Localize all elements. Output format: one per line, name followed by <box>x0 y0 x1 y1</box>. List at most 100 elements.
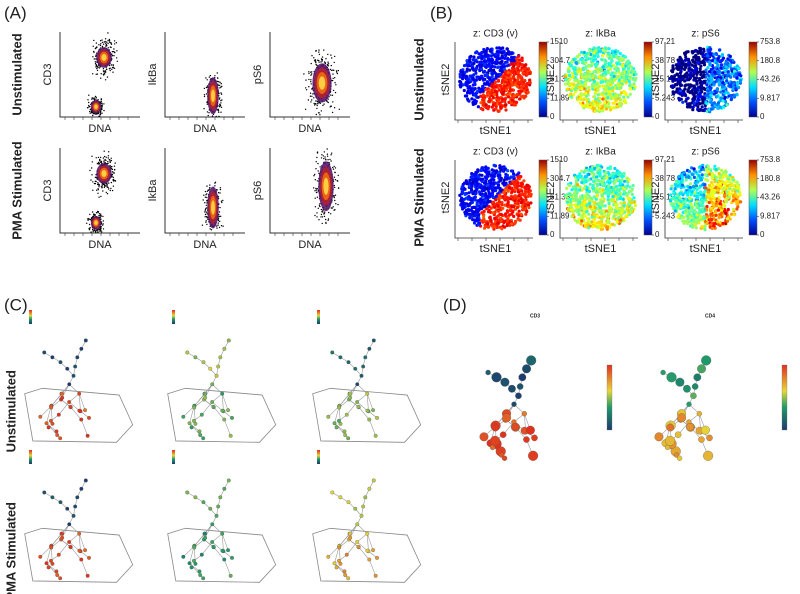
tsne-point <box>683 79 686 82</box>
tsne-point <box>586 103 589 106</box>
density-point <box>321 58 322 59</box>
density-point <box>323 103 324 104</box>
colorbar-tick-label: 0 <box>760 112 765 121</box>
density-point <box>334 77 335 78</box>
density-point <box>110 190 111 191</box>
density-point <box>339 109 340 110</box>
density-point <box>317 163 318 164</box>
y-axis-label: tSNE2 <box>650 64 662 96</box>
density-point <box>100 157 101 158</box>
tsne-point <box>527 91 530 94</box>
tsne-point <box>507 58 510 61</box>
tsne-point <box>491 106 494 109</box>
density-point <box>316 212 317 213</box>
tsne-point <box>624 80 627 83</box>
density-point <box>107 193 108 194</box>
tsne-point <box>622 68 625 71</box>
tsne-point <box>696 105 699 108</box>
density-point <box>205 222 206 223</box>
tsne-point <box>511 209 514 212</box>
density-point <box>219 82 220 83</box>
plot-frame <box>270 148 350 233</box>
tsne-point <box>580 87 583 90</box>
density-point <box>316 114 317 115</box>
density-point <box>313 97 314 98</box>
tsne-point <box>619 98 622 101</box>
density-point <box>90 113 91 114</box>
density-point <box>205 194 206 195</box>
tsne-point <box>706 72 709 75</box>
tsne-point <box>618 78 621 81</box>
density-point <box>317 188 318 189</box>
tsne-point <box>597 55 600 58</box>
density-point <box>322 105 323 106</box>
density-point <box>106 184 107 185</box>
tsne-point <box>512 103 515 106</box>
density-point <box>89 214 90 215</box>
density-point <box>100 217 101 218</box>
tsne-point <box>693 85 696 88</box>
map-title: z: pS6 <box>691 29 720 40</box>
tsne-point <box>608 87 611 90</box>
density-point <box>113 48 114 49</box>
tsne-point <box>518 74 521 77</box>
tsne-point <box>510 81 513 84</box>
tsne-point <box>587 72 590 75</box>
density-point <box>100 40 101 41</box>
density-point <box>321 110 322 111</box>
row-label: PMA Stimulated <box>411 148 426 247</box>
tsne-point <box>703 61 706 64</box>
tsne-point <box>503 76 506 79</box>
density-point <box>305 109 306 110</box>
tsne-point <box>613 106 616 109</box>
x-axis-label: DNA <box>193 123 217 135</box>
density-point <box>106 45 107 46</box>
tsne-point <box>688 77 691 80</box>
tsne-point <box>708 60 711 63</box>
density-point <box>96 190 97 191</box>
tsne-point <box>734 87 737 90</box>
tsne-point <box>514 68 517 71</box>
density-point <box>108 157 109 158</box>
tsne-point <box>528 81 531 84</box>
y-axis-label: tSNE2 <box>440 64 452 96</box>
tsne-point <box>572 58 575 61</box>
density-point <box>87 107 88 108</box>
density-point <box>101 39 102 40</box>
density-core <box>319 76 326 89</box>
tsne-point <box>682 93 685 96</box>
tsne-point <box>596 62 599 65</box>
density-point <box>96 68 97 69</box>
density-point <box>112 190 113 191</box>
tsne-point <box>720 96 723 99</box>
density-point <box>92 181 93 182</box>
density-point <box>86 223 87 224</box>
tsne-point <box>473 78 476 81</box>
tsne-point <box>510 169 513 172</box>
tsne-point <box>669 77 672 80</box>
tsne-point <box>694 49 697 52</box>
density-point <box>89 111 90 112</box>
tsne-point <box>572 75 575 78</box>
tsne-point <box>619 104 622 107</box>
tsne-point <box>683 68 686 71</box>
tsne-point <box>569 92 572 95</box>
density-point <box>333 195 334 196</box>
density-point <box>113 55 114 56</box>
tsne-point <box>474 195 477 198</box>
tsne-point <box>596 68 599 71</box>
density-point <box>90 231 91 232</box>
density-point <box>89 106 90 107</box>
plot-frame <box>165 32 245 117</box>
density-point <box>97 188 98 189</box>
tsne-point <box>729 59 732 62</box>
tsne-point <box>471 67 474 70</box>
density-point <box>206 87 207 88</box>
tsne-point <box>585 52 588 55</box>
density-point <box>205 210 206 211</box>
density-point <box>310 79 311 80</box>
tsne-point <box>611 71 614 74</box>
density-point <box>102 105 103 106</box>
tsne-point <box>725 60 728 63</box>
tsne-point <box>522 82 525 85</box>
